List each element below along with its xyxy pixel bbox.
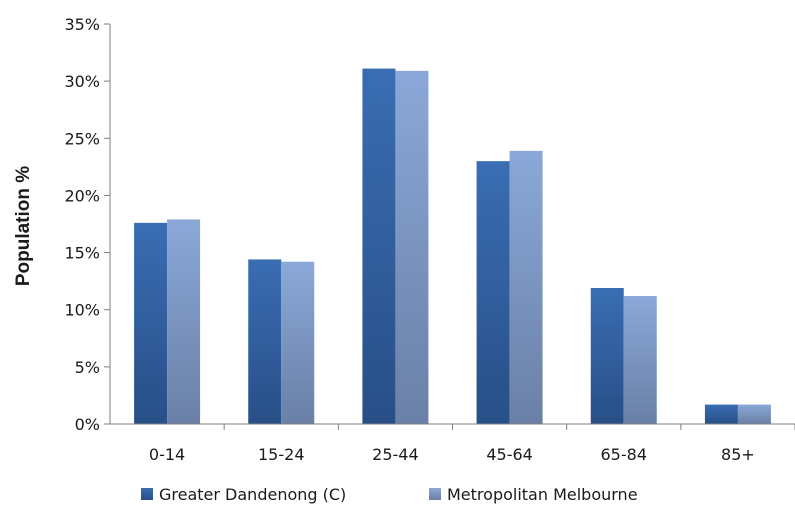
y-axis: 0% 5% 10% 15% 20% 25% 30% 35% <box>64 15 110 434</box>
x-tick-label: 25-44 <box>372 445 419 464</box>
y-tick-label: 0% <box>75 415 100 434</box>
bar-greater-dandenong-85+ <box>704 404 738 424</box>
legend-label: Greater Dandenong (C) <box>159 485 346 504</box>
bars <box>134 68 771 425</box>
axes <box>109 24 795 425</box>
bar-metropolitan-melbourne-45-64 <box>509 150 543 424</box>
bar-greater-dandenong-15-24 <box>248 259 282 424</box>
bar-greater-dandenong-0-14 <box>134 222 168 424</box>
y-axis-label: Population % <box>13 166 34 286</box>
x-tick-label: 0-14 <box>149 445 185 464</box>
y-tick-label: 30% <box>64 72 100 91</box>
y-tick-label: 20% <box>64 186 100 205</box>
bar-metropolitan-melbourne-85+ <box>737 404 771 424</box>
legend: Greater Dandenong (C) Metropolitan Melbou… <box>141 485 638 504</box>
x-tick-label: 65-84 <box>601 445 648 464</box>
y-tick-label: 5% <box>75 358 100 377</box>
legend-label: Metropolitan Melbourne <box>447 485 638 504</box>
bar-metropolitan-melbourne-15-24 <box>281 261 315 424</box>
legend-swatch <box>141 488 153 500</box>
y-tick-label: 10% <box>64 301 100 320</box>
bar-greater-dandenong-65-84 <box>590 288 624 424</box>
x-tick-label: 45-64 <box>486 445 533 464</box>
bar-metropolitan-melbourne-65-84 <box>623 296 657 424</box>
y-tick-label: 25% <box>64 129 100 148</box>
x-tick-label: 85+ <box>721 445 755 464</box>
y-tick-label: 35% <box>64 15 100 34</box>
x-axis: 0-14 15-24 25-44 45-64 65-84 85+ <box>149 424 795 464</box>
bar-greater-dandenong-45-64 <box>476 161 510 424</box>
bar-metropolitan-melbourne-25-44 <box>395 70 429 424</box>
legend-swatch <box>429 488 441 500</box>
bar-greater-dandenong-25-44 <box>362 68 396 425</box>
x-tick-label: 15-24 <box>258 445 305 464</box>
bar-metropolitan-melbourne-0-14 <box>167 219 201 424</box>
y-tick-label: 15% <box>64 244 100 263</box>
